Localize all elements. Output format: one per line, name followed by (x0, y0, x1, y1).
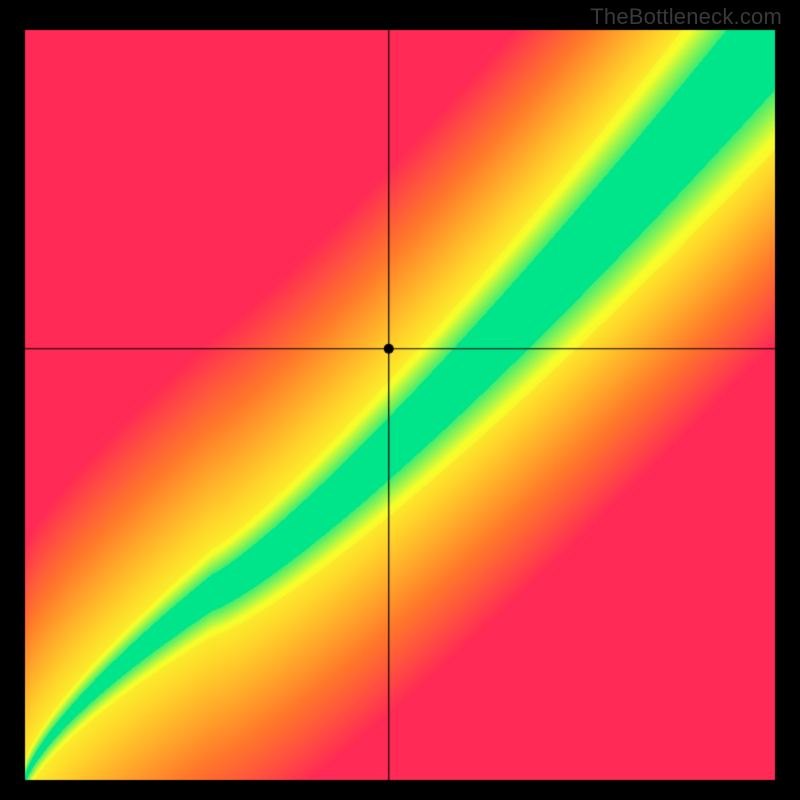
chart-container: TheBottleneck.com (0, 0, 800, 800)
bottleneck-heatmap-canvas (0, 0, 800, 800)
watermark-text: TheBottleneck.com (590, 4, 782, 30)
